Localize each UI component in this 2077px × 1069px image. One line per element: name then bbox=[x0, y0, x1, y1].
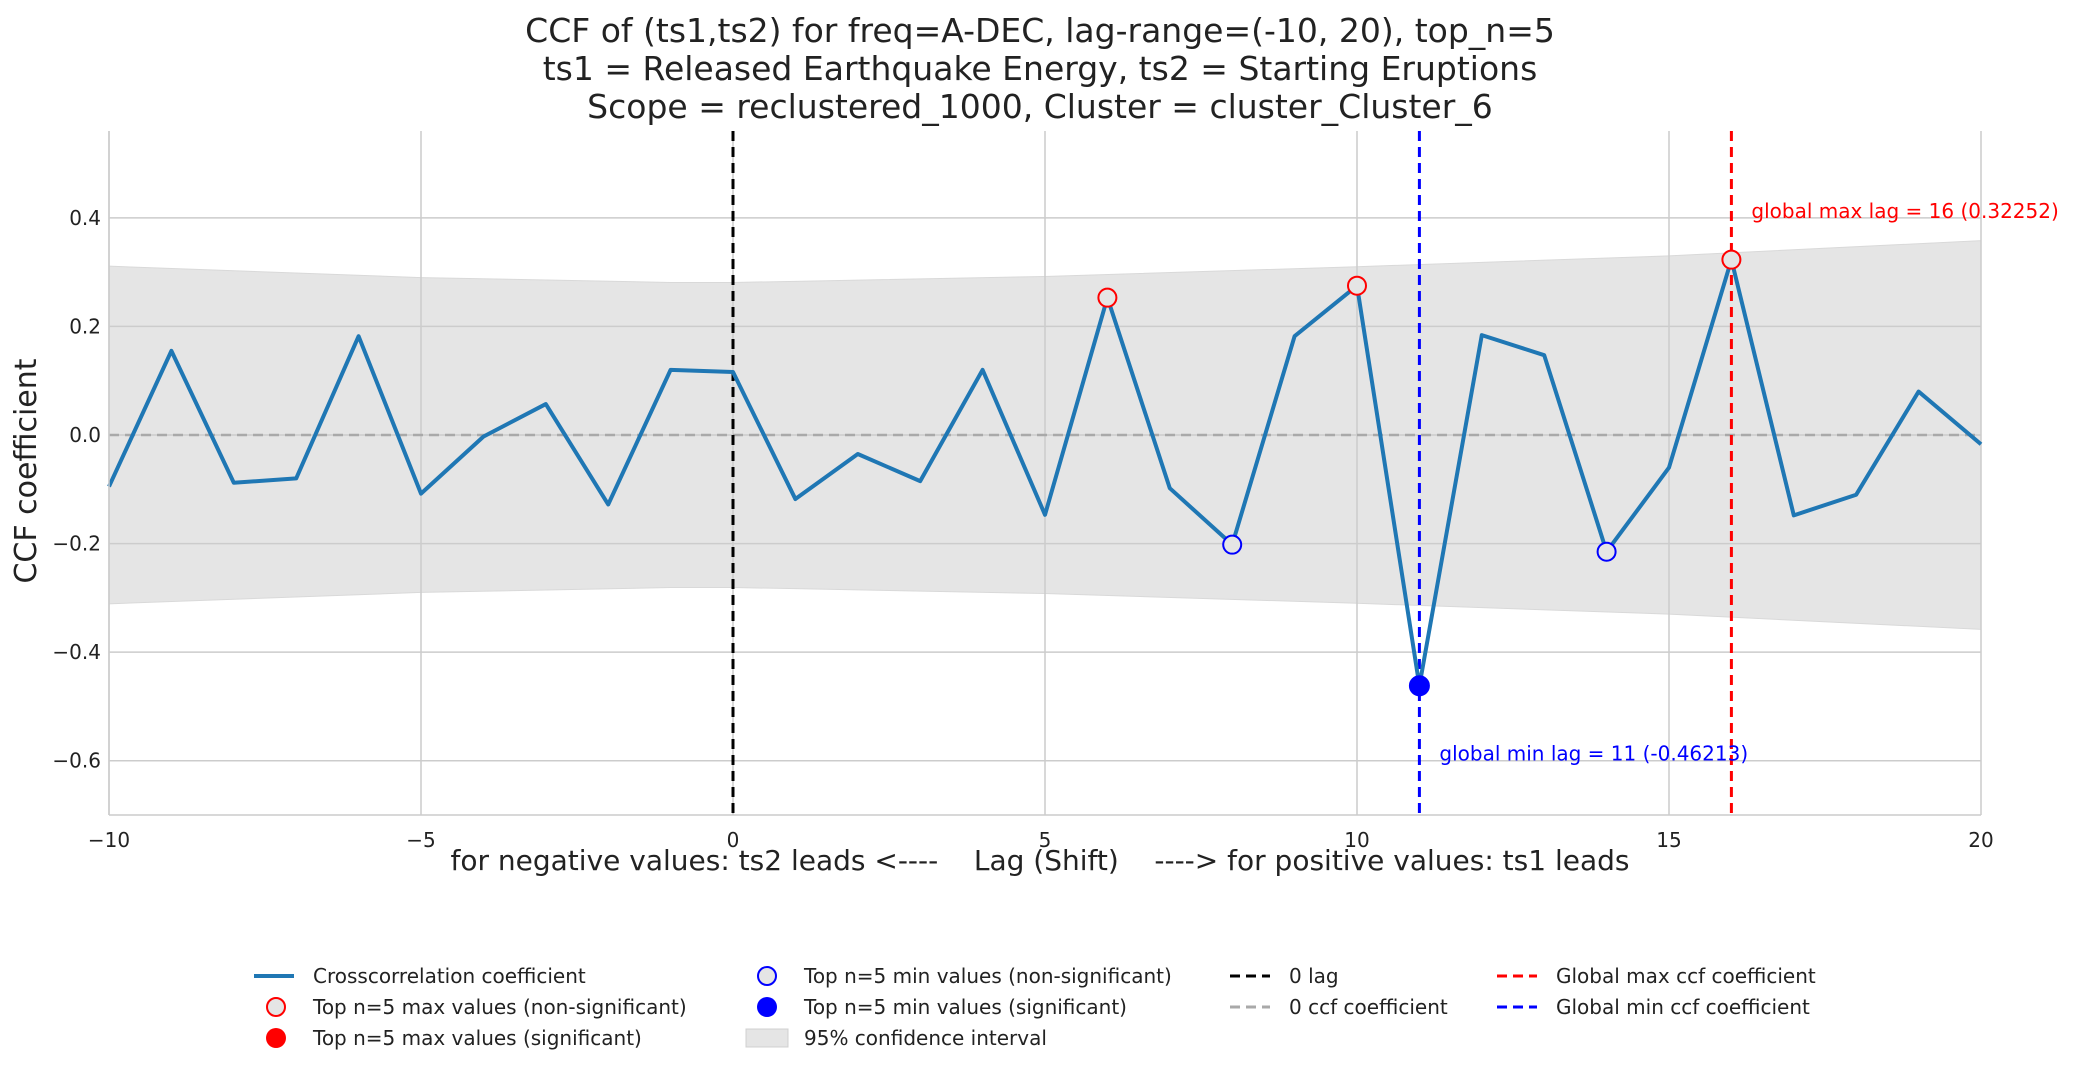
x-tick-label: 15 bbox=[1656, 828, 1681, 852]
legend-ci: 95% confidence interval bbox=[804, 1026, 1047, 1050]
y-axis-label: CCF coefficient bbox=[9, 358, 44, 583]
legend-max-sig: Top n=5 max values (significant) bbox=[312, 1026, 642, 1050]
legend-min-nonsig: Top n=5 min values (non-significant) bbox=[803, 964, 1172, 988]
x-tick-label: 0 bbox=[727, 828, 740, 852]
y-tick-label: −0.6 bbox=[52, 749, 101, 773]
x-axis-label: for negative values: ts2 leads <---- Lag… bbox=[451, 844, 1630, 877]
chart-title-line-2: ts1 = Released Earthquake Energy, ts2 = … bbox=[543, 49, 1538, 88]
x-tick-label: 5 bbox=[1039, 828, 1052, 852]
legend-zero-lag: 0 lag bbox=[1289, 964, 1339, 988]
legend: Crosscorrelation coefficient Top n=5 max… bbox=[254, 964, 1816, 1050]
y-tick-label: −0.2 bbox=[52, 532, 101, 556]
top-min-nonsig-marker bbox=[1222, 534, 1243, 555]
y-tick-label: 0.4 bbox=[69, 206, 101, 230]
axes-layer: −10 −5 0 5 10 15 20 −0.6 −0.4 −0.2 0.0 0.2 0.4 bbox=[52, 131, 1994, 852]
y-tick-label: 0.0 bbox=[69, 423, 101, 447]
legend-min-sig-swatch bbox=[757, 997, 777, 1017]
top-max-nonsig-marker bbox=[1097, 287, 1118, 308]
legend-max-sig-swatch bbox=[266, 1028, 286, 1048]
markers-layer bbox=[1097, 249, 1742, 697]
legend-global-min: Global min ccf coefficient bbox=[1556, 995, 1810, 1019]
x-tick-label: −5 bbox=[406, 828, 435, 852]
top-min-nonsig-marker bbox=[1596, 541, 1617, 562]
legend-ci-swatch bbox=[745, 1028, 789, 1048]
top-max-nonsig-marker bbox=[1721, 249, 1742, 270]
top-max-nonsig-marker bbox=[1347, 275, 1367, 296]
y-tick-label: −0.4 bbox=[52, 640, 101, 664]
legend-max-nonsig-swatch bbox=[266, 997, 286, 1017]
legend-zero-ccf: 0 ccf coefficient bbox=[1289, 995, 1448, 1019]
top-min-sig-marker bbox=[1408, 675, 1430, 697]
chart-title-line-3: Scope = reclustered_1000, Cluster = clus… bbox=[587, 87, 1493, 126]
reference-lines-layer bbox=[109, 131, 1981, 815]
legend-global-max: Global max ccf coefficient bbox=[1556, 964, 1816, 988]
x-tick-label: 20 bbox=[1968, 828, 1993, 852]
legend-min-sig: Top n=5 min values (significant) bbox=[803, 995, 1127, 1019]
x-tick-label: 10 bbox=[1344, 828, 1369, 852]
global-min-annotation: global min lag = 11 (-0.46213) bbox=[1439, 742, 1748, 766]
chart-title-line-1: CCF of (ts1,ts2) for freq=A-DEC, lag-ran… bbox=[525, 11, 1555, 50]
global-max-annotation: global max lag = 16 (0.32252) bbox=[1751, 199, 2058, 223]
x-tick-label: −10 bbox=[88, 828, 130, 852]
legend-crosscorrelation: Crosscorrelation coefficient bbox=[313, 964, 586, 988]
legend-max-nonsig: Top n=5 max values (non-significant) bbox=[312, 995, 687, 1019]
legend-min-nonsig-swatch bbox=[757, 966, 777, 986]
y-tick-label: 0.2 bbox=[69, 314, 101, 338]
